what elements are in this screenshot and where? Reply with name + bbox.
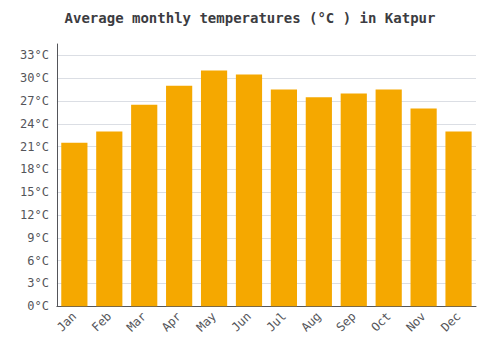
svg-text:9°C: 9°C — [27, 231, 49, 245]
svg-text:Sep: Sep — [333, 309, 358, 334]
svg-text:May: May — [194, 309, 219, 334]
svg-text:15°C: 15°C — [20, 185, 49, 199]
svg-text:Aug: Aug — [299, 309, 324, 334]
svg-text:Mar: Mar — [124, 309, 149, 334]
svg-text:Jul: Jul — [264, 309, 289, 334]
svg-text:Jan: Jan — [54, 309, 79, 334]
svg-text:12°C: 12°C — [20, 208, 49, 222]
svg-text:27°C: 27°C — [20, 94, 49, 108]
svg-text:21°C: 21°C — [20, 140, 49, 154]
svg-text:Average monthly temperatures (: Average monthly temperatures (°C ) in Ka… — [65, 10, 436, 26]
svg-text:33°C: 33°C — [20, 48, 49, 62]
svg-text:6°C: 6°C — [27, 254, 49, 268]
svg-text:Feb: Feb — [89, 309, 114, 334]
svg-text:18°C: 18°C — [20, 162, 49, 176]
svg-text:Dec: Dec — [438, 309, 463, 334]
svg-text:Nov: Nov — [403, 309, 428, 334]
svg-text:0°C: 0°C — [27, 299, 49, 313]
svg-text:3°C: 3°C — [27, 276, 49, 290]
svg-text:Oct: Oct — [368, 309, 393, 334]
svg-text:30°C: 30°C — [20, 71, 49, 85]
svg-text:Apr: Apr — [159, 309, 184, 334]
svg-text:24°C: 24°C — [20, 117, 49, 131]
svg-text:Jun: Jun — [229, 309, 254, 334]
